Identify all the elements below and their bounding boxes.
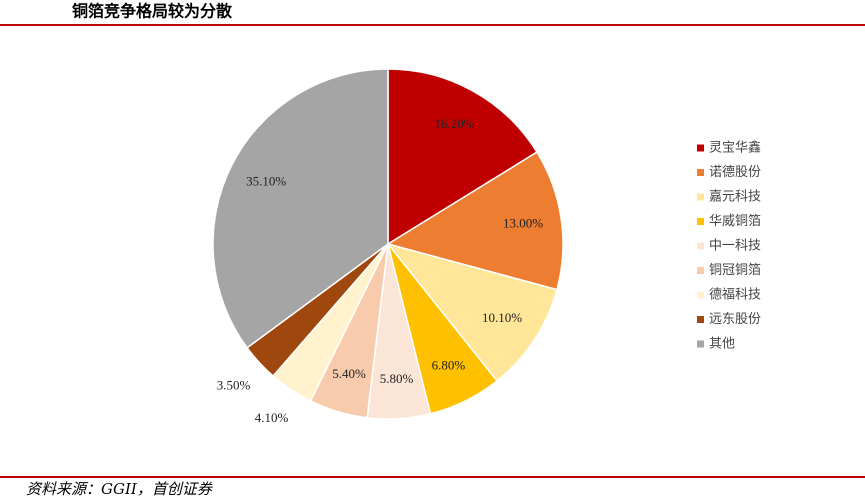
legend-label: 灵宝华鑫 [709, 140, 761, 156]
slice-label: 16.20% [434, 116, 474, 131]
slice-label: 3.50% [217, 377, 251, 392]
pie-slice [212, 68, 389, 349]
slice-label: 10.10% [482, 310, 522, 325]
legend-swatch [697, 340, 704, 348]
pie-slice [387, 68, 538, 246]
legend-swatch [697, 193, 704, 201]
source-note: 资料来源：GGII，首创证券 [26, 480, 213, 498]
legend-swatch [697, 144, 704, 152]
legend-swatch [697, 218, 704, 225]
legend-label: 华威铜箔 [709, 213, 761, 229]
legend-label: 德福科技 [709, 288, 761, 303]
legend-swatch [697, 267, 704, 274]
slice-label: 6.80% [432, 357, 466, 372]
legend-swatch [697, 242, 704, 250]
legend-label: 铜冠铜箔 [709, 262, 761, 278]
page-title: 铜箔竞争格局较为分散 [72, 2, 233, 21]
pie-slice [385, 242, 558, 382]
slice-label: 5.40% [332, 366, 366, 381]
legend-label: 其他 [709, 337, 735, 352]
slice-label: 35.10% [246, 173, 286, 188]
legend-label: 诺德股份 [709, 165, 761, 180]
legend-swatch [697, 316, 704, 323]
legend-label: 中一科技 [709, 239, 761, 254]
slice-label: 13.00% [503, 215, 543, 230]
slice-label: 4.10% [255, 410, 289, 425]
legend-swatch [697, 169, 704, 176]
legend-label: 远东股份 [709, 312, 761, 327]
legend-label: 嘉元科技 [709, 190, 761, 205]
legend-swatch [697, 291, 704, 299]
slice-label: 5.80% [380, 371, 414, 386]
